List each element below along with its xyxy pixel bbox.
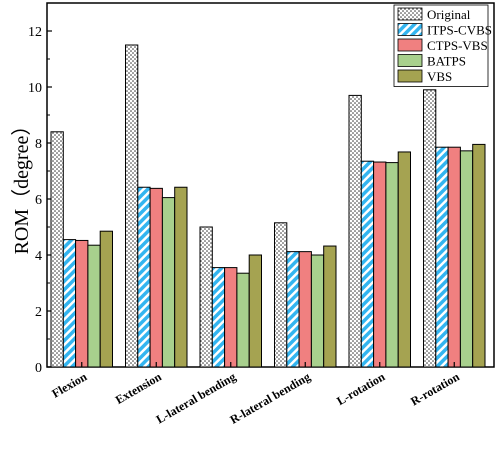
bar-ctps-vbs-extension xyxy=(149,187,163,368)
y-tick-label: 0 xyxy=(35,361,42,376)
x-category-label: R-lateral bending xyxy=(228,369,313,426)
bar-batps-l-rotation xyxy=(385,162,399,368)
bar-vbs-extension xyxy=(174,186,188,368)
legend-swatch xyxy=(397,38,423,52)
bar-original-r-lateral-bending xyxy=(274,222,288,368)
bar-itps-cvbs-r-lateral-bending xyxy=(286,251,300,368)
y-tick-label: 12 xyxy=(28,25,42,40)
bar-ctps-vbs-r-rotation xyxy=(447,146,461,368)
bar-ctps-vbs-l-lateral-bending xyxy=(224,267,238,368)
bar-original-flexion xyxy=(50,131,64,368)
bar-itps-cvbs-flexion xyxy=(62,239,77,368)
legend-swatch xyxy=(397,54,423,67)
legend-label: BATPS xyxy=(427,54,466,69)
bars xyxy=(50,44,486,368)
bar-ctps-vbs-flexion xyxy=(75,239,89,368)
bar-original-l-rotation xyxy=(348,94,362,368)
bar-batps-l-lateral-bending xyxy=(236,272,250,368)
bar-itps-cvbs-l-rotation xyxy=(360,160,375,368)
bar-vbs-flexion xyxy=(99,230,113,368)
y-tick-label: 6 xyxy=(35,193,42,208)
bar-batps-flexion xyxy=(87,244,101,368)
legend-swatch xyxy=(397,7,423,21)
x-category-label: Extension xyxy=(113,369,164,407)
bar-vbs-l-rotation xyxy=(397,151,412,368)
y-tick-label: 2 xyxy=(35,305,42,320)
bar-batps-r-rotation xyxy=(459,150,474,368)
legend-swatch xyxy=(397,69,423,83)
x-category-label: R-rotation xyxy=(408,369,462,408)
bar-vbs-r-rotation xyxy=(472,143,486,368)
plot-border xyxy=(46,2,495,368)
y-tick-label: 8 xyxy=(35,137,42,152)
y-tick-label: 10 xyxy=(28,81,42,96)
plot-frame xyxy=(46,2,495,368)
y-axis-title: ROM（degree） xyxy=(10,116,33,255)
bar-original-extension xyxy=(125,44,139,368)
x-category-label: L-rotation xyxy=(334,369,387,408)
legend-label: ITPS-CVBS xyxy=(427,23,492,38)
bar-ctps-vbs-l-rotation xyxy=(373,161,387,368)
bar-batps-r-lateral-bending xyxy=(310,254,325,368)
bar-batps-extension xyxy=(161,197,176,368)
legend-label: VBS xyxy=(427,69,452,84)
bar-vbs-l-lateral-bending xyxy=(248,254,262,368)
bar-itps-cvbs-r-rotation xyxy=(435,146,449,368)
bar-original-l-lateral-bending xyxy=(199,226,213,368)
legend-label: CTPS-VBS xyxy=(427,38,488,53)
x-category-label: L-lateral bending xyxy=(154,369,239,426)
bar-itps-cvbs-l-lateral-bending xyxy=(211,267,226,368)
y-tick-label: 4 xyxy=(35,249,42,264)
y-axis: 0 2 4 6 8 10 12 xyxy=(28,25,52,376)
bar-original-r-rotation xyxy=(423,89,437,368)
x-category-label: Flexion xyxy=(49,369,89,400)
bar-ctps-vbs-r-lateral-bending xyxy=(298,251,312,368)
bar-itps-cvbs-extension xyxy=(137,186,151,368)
bar-vbs-r-lateral-bending xyxy=(323,245,337,368)
legend-label: Original xyxy=(427,7,471,22)
legend-swatch xyxy=(397,23,423,36)
